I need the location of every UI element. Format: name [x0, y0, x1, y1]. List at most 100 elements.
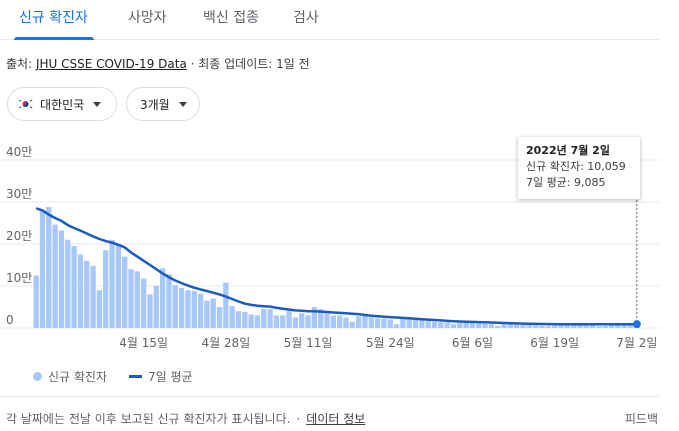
case-bar: [387, 319, 393, 328]
y-tick-label: 20만: [6, 229, 32, 243]
x-tick-label: 6월 19일: [530, 336, 579, 350]
tooltip-cases: 신규 확진자: 10,059: [526, 160, 626, 173]
case-bar: [235, 311, 242, 328]
case-bar: [602, 325, 608, 328]
case-bar: [134, 271, 140, 328]
x-tick-label: 6월 6일: [452, 336, 493, 350]
case-bar: [431, 321, 438, 328]
case-bar: [406, 318, 412, 328]
tab-vaccinations[interactable]: 백신 접종: [203, 10, 259, 26]
case-bar: [223, 282, 229, 328]
case-bar: [488, 324, 495, 328]
case-bar: [507, 324, 514, 328]
case-bar: [90, 265, 96, 328]
case-bar: [514, 324, 520, 328]
case-bar: [197, 293, 204, 328]
source-prefix: 출처:: [6, 57, 36, 71]
x-tick-label: 5월 11일: [284, 336, 333, 350]
period-dropdown[interactable]: 3개월: [126, 87, 200, 121]
case-bar: [564, 324, 570, 328]
period-label: 3개월: [140, 97, 170, 112]
case-bar: [305, 315, 311, 328]
case-bar: [438, 322, 444, 328]
legend-bar-swatch: [33, 372, 42, 381]
case-bar: [551, 325, 558, 328]
case-bar: [577, 325, 583, 328]
case-bar: [311, 307, 318, 328]
case-bar: [140, 278, 147, 328]
case-bar: [349, 321, 355, 328]
case-bar: [539, 325, 545, 328]
case-bar: [482, 323, 488, 328]
tab-tests[interactable]: 검사: [293, 10, 319, 26]
case-bar: [122, 256, 128, 328]
case-bar: [115, 244, 122, 328]
case-bar: [583, 325, 589, 328]
seven-day-average-line: [35, 207, 637, 326]
case-bar: [368, 317, 374, 328]
x-tick-label: 4월 15일: [119, 336, 168, 350]
case-bar: [147, 294, 153, 328]
legend-line-label: 7일 평균: [148, 370, 193, 384]
case-bar: [52, 224, 58, 328]
case-bar: [84, 260, 90, 328]
case-bar: [58, 230, 65, 328]
legend-bars-label: 신규 확진자: [48, 370, 108, 384]
case-bar: [77, 254, 84, 328]
source-link[interactable]: JHU CSSE COVID-19 Data: [35, 57, 187, 71]
feedback-link[interactable]: 피드백: [624, 412, 658, 426]
case-bar: [337, 315, 343, 328]
y-tick-label: 40만: [6, 145, 32, 159]
korea-flag-icon: [17, 98, 34, 110]
case-bar: [533, 325, 539, 328]
case-bar: [33, 275, 39, 328]
footer-text: 각 날짜에는 전날 이후 보고된 신규 확진자가 표시됩니다.: [6, 412, 291, 426]
case-bar: [501, 324, 507, 328]
case-bar: [103, 250, 109, 328]
y-tick-label: 0: [6, 313, 14, 327]
case-bar: [46, 207, 52, 328]
case-bar: [318, 309, 324, 328]
case-bar: [450, 324, 457, 328]
case-bar: [374, 318, 381, 328]
case-bar: [400, 318, 406, 328]
case-bar: [261, 309, 267, 328]
cases-chart[interactable]: 0 10만 20만 30만 40만 4월 15일 4월 28일 5월 11일 5월 24일 6월…: [0, 140, 660, 365]
case-bar: [627, 324, 634, 328]
tab-new-cases[interactable]: 신규 확진자: [19, 10, 88, 26]
country-dropdown[interactable]: 대한민국: [7, 87, 117, 121]
country-label: 대한민국: [40, 97, 85, 112]
data-info-link[interactable]: 데이터 정보: [306, 412, 366, 426]
x-tick-label: 5월 24일: [366, 336, 415, 350]
case-bar: [621, 324, 627, 328]
case-bar: [596, 326, 602, 328]
case-bar: [71, 246, 77, 328]
case-bar: [39, 211, 46, 328]
case-bar: [457, 322, 463, 328]
case-bar: [191, 291, 197, 328]
chevron-down-icon: [178, 101, 187, 107]
case-bar: [153, 286, 159, 328]
case-bar: [299, 313, 305, 328]
case-bar: [444, 322, 450, 328]
last-updated: · 최종 업데이트: 1일 전: [186, 57, 310, 71]
case-bar: [469, 322, 476, 328]
case-bar: [495, 325, 501, 328]
x-tick-label: 4월 28일: [201, 336, 250, 350]
case-bar: [254, 315, 261, 328]
case-bar: [292, 317, 299, 328]
footer-note: 각 날짜에는 전날 이후 보고된 신규 확진자가 표시됩니다. · 데이터 정보: [6, 412, 366, 426]
case-bar: [615, 325, 621, 328]
case-bar: [286, 311, 292, 328]
case-bar: [65, 239, 71, 328]
tab-deaths[interactable]: 사망자: [128, 10, 167, 26]
case-bar: [324, 313, 330, 328]
legend-line-swatch: [129, 375, 143, 378]
case-bar: [558, 324, 564, 328]
case-bar: [166, 274, 172, 328]
case-bar: [355, 316, 362, 328]
x-tick-label: 7월 2일: [616, 336, 657, 350]
case-bar: [159, 268, 166, 328]
case-bar: [343, 317, 349, 328]
case-bar: [128, 269, 134, 328]
